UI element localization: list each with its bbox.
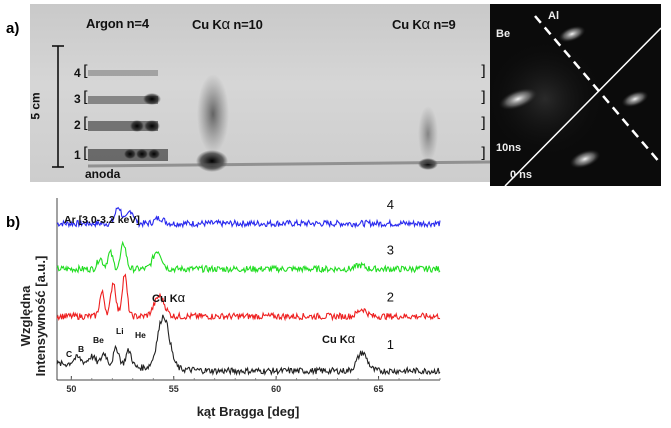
be-label: Be bbox=[496, 28, 511, 40]
time-10ns-label: 10ns bbox=[496, 142, 522, 154]
x-tick-label: 50 bbox=[66, 384, 76, 394]
series-label-1: 1 bbox=[387, 337, 394, 352]
right-bracket-4: ] bbox=[480, 62, 486, 80]
x-tick-label: 60 bbox=[271, 384, 281, 394]
element-label-c: C bbox=[66, 349, 72, 359]
order-label-2: 2 bbox=[74, 118, 81, 132]
spectrograph-image: Argon n=4 Cu Kα n=10 Cu Kα n=9 5 cm 4 [ … bbox=[28, 4, 490, 182]
pinhole-image: Be Al 10ns 0 ns bbox=[490, 4, 661, 186]
be-spot-10ns bbox=[498, 88, 538, 110]
order-bracket-2: [ bbox=[83, 114, 89, 132]
cuk-n9-label: Cu Kα n=9 bbox=[392, 16, 456, 33]
order-bracket-1: [ bbox=[83, 144, 89, 162]
al-spot-0ns bbox=[621, 90, 649, 108]
cuka-mid-annotation: Cu Kα bbox=[152, 290, 186, 305]
order-label-1: 1 bbox=[74, 148, 81, 162]
x-tick-label: 65 bbox=[374, 384, 384, 394]
order-bracket-4: [ bbox=[83, 62, 89, 80]
series-label-3: 3 bbox=[387, 242, 394, 257]
cuk-n9-column bbox=[418, 106, 438, 162]
element-label-li: Li bbox=[116, 326, 124, 336]
series-line-3 bbox=[56, 240, 441, 275]
solid-divider bbox=[504, 27, 661, 186]
series-line-1 bbox=[56, 314, 441, 376]
be-spot-0ns bbox=[569, 149, 601, 169]
panel-b-label: b) bbox=[6, 214, 21, 231]
order-label-3: 3 bbox=[74, 92, 81, 106]
cuk-n10-label: Cu Kα n=10 bbox=[192, 16, 263, 33]
ar-band-annotation: Ar [3.0-3.2 keV] bbox=[64, 214, 140, 226]
series-label-4: 4 bbox=[387, 197, 394, 212]
right-bracket-3: ] bbox=[480, 88, 486, 106]
right-bracket-2: ] bbox=[480, 114, 486, 132]
element-label-he: He bbox=[135, 330, 146, 340]
cuka-right-annotation: Cu Kα bbox=[322, 331, 356, 346]
dashed-divider bbox=[534, 15, 661, 165]
plot-area: 50 55 60 65 4 3 2 1 bbox=[56, 197, 441, 394]
element-label-be: Be bbox=[93, 335, 104, 345]
element-labels: C B Be Li He bbox=[66, 326, 146, 359]
series-line-2 bbox=[56, 273, 441, 322]
order-bracket-3: [ bbox=[83, 88, 89, 106]
x-tick-label: 55 bbox=[169, 384, 179, 394]
y-axis-label-line2: Intensywność [a.u.] bbox=[33, 256, 48, 377]
time-0ns-label: 0 ns bbox=[510, 169, 533, 181]
cuk-n10-column bbox=[197, 74, 229, 154]
spectrograph-bands bbox=[52, 45, 490, 172]
argon-label: Argon n=4 bbox=[86, 16, 149, 31]
anode-label: anoda bbox=[85, 167, 121, 181]
scale-label: 5 cm bbox=[28, 92, 43, 120]
cuk-n10-spot bbox=[196, 150, 228, 172]
spectrum-chart: 50 55 60 65 4 3 2 1 Względna Intensywność [a.u.… bbox=[18, 197, 441, 419]
element-label-b: B bbox=[78, 344, 84, 354]
x-axis-label: kąt Bragga [deg] bbox=[197, 404, 300, 419]
al-spot-10ns bbox=[558, 25, 586, 43]
panel-a-label: a) bbox=[6, 20, 20, 37]
order-label-4: 4 bbox=[74, 66, 81, 80]
series-line-4 bbox=[56, 206, 441, 229]
scale-bar bbox=[52, 45, 64, 168]
series-label-2: 2 bbox=[387, 290, 394, 305]
argon-lines bbox=[88, 70, 168, 161]
al-label: Al bbox=[548, 10, 559, 22]
y-axis-label-line1: Względna bbox=[18, 285, 33, 346]
right-bracket-1: ] bbox=[480, 144, 486, 162]
